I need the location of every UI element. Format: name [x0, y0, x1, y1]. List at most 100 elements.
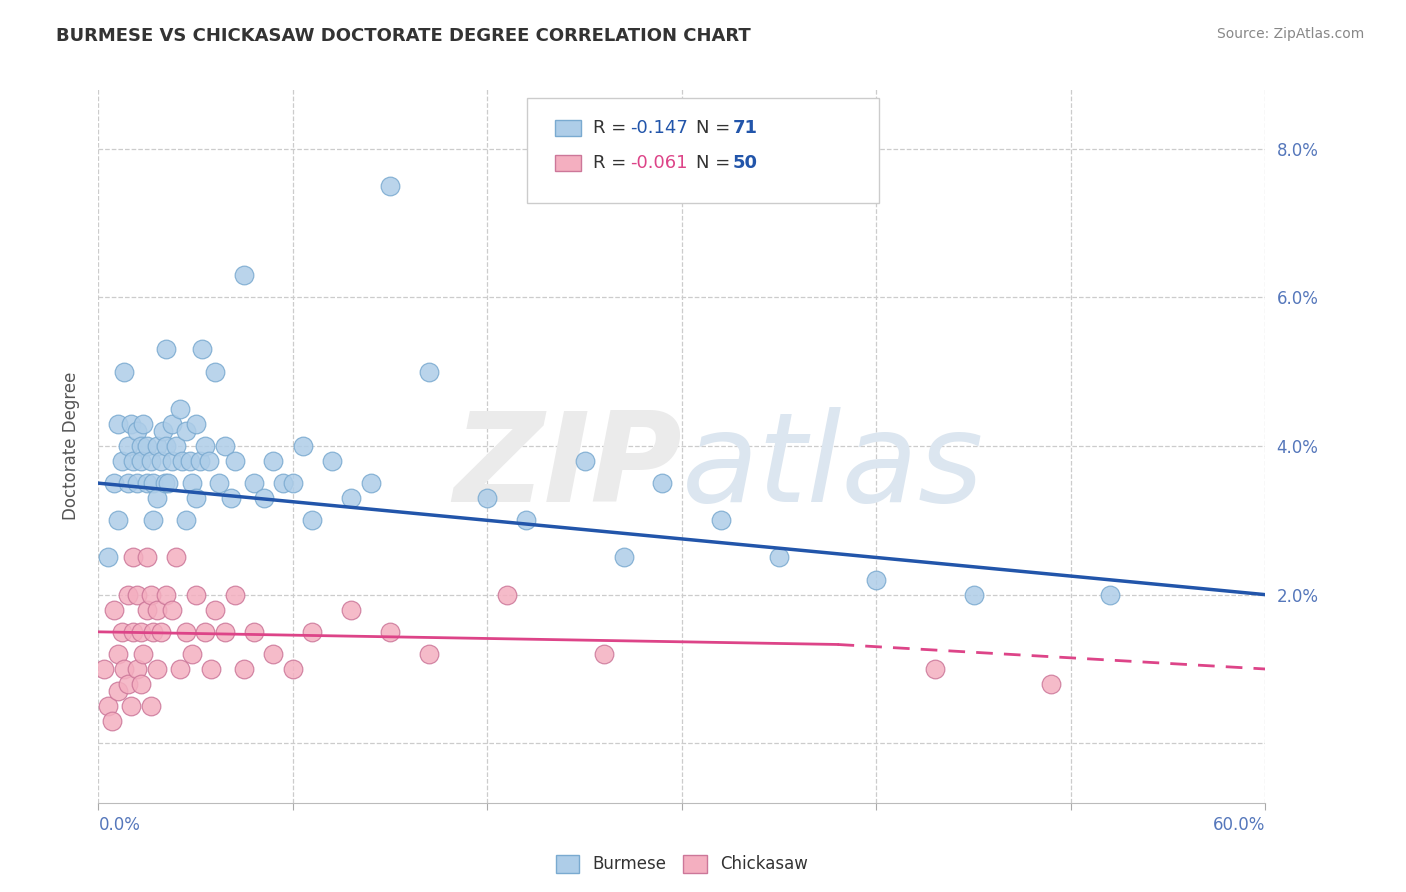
Point [204, 602, 226, 616]
Point [174, 624, 197, 639]
Point [184, 588, 207, 602]
Point [710, 513, 733, 527]
Point [204, 365, 226, 379]
Point [165, 439, 187, 453]
Point [174, 424, 197, 438]
Point [103, 476, 125, 491]
Text: -0.147: -0.147 [630, 119, 688, 136]
Point [162, 602, 184, 616]
Point [162, 417, 184, 431]
Point [107, 684, 129, 698]
Point [112, 662, 135, 676]
Point [121, 417, 143, 431]
Point [146, 662, 169, 676]
Point [224, 588, 246, 602]
Point [155, 343, 177, 357]
Text: -0.061: -0.061 [630, 154, 688, 172]
Point [360, 476, 382, 491]
Text: Source: ZipAtlas.com: Source: ZipAtlas.com [1216, 27, 1364, 41]
Point [146, 491, 169, 505]
Point [208, 476, 231, 491]
Point [132, 417, 155, 431]
Point [129, 677, 152, 691]
Point [155, 588, 177, 602]
Point [117, 677, 139, 691]
Point [97, 699, 120, 714]
Point [962, 588, 984, 602]
Point [155, 439, 177, 453]
Point [574, 454, 596, 468]
Point [136, 476, 159, 491]
Point [129, 454, 152, 468]
Point [418, 365, 440, 379]
Text: R =: R = [593, 119, 633, 136]
Point [127, 424, 149, 438]
Point [149, 454, 172, 468]
Point [142, 476, 165, 491]
Point [111, 624, 134, 639]
Point [139, 454, 162, 468]
Point [378, 624, 402, 639]
Text: R =: R = [593, 154, 633, 172]
Point [107, 513, 129, 527]
Point [169, 401, 191, 416]
Text: N =: N = [696, 119, 735, 136]
Point [262, 647, 284, 661]
Text: ZIP: ZIP [453, 407, 682, 528]
Text: 71: 71 [733, 119, 758, 136]
Point [768, 550, 790, 565]
Point [214, 624, 236, 639]
Point [129, 624, 152, 639]
Point [169, 662, 191, 676]
Text: 50: 50 [733, 154, 758, 172]
Point [152, 424, 174, 438]
Point [291, 439, 314, 453]
Point [271, 476, 294, 491]
Point [190, 343, 212, 357]
Point [194, 624, 217, 639]
Point [418, 647, 440, 661]
Point [127, 662, 149, 676]
Point [924, 662, 946, 676]
Point [495, 588, 517, 602]
Point [101, 714, 124, 728]
Point [593, 647, 616, 661]
Point [214, 439, 236, 453]
Point [243, 476, 266, 491]
Point [162, 454, 184, 468]
Point [253, 491, 276, 505]
Point [865, 573, 887, 587]
Point [129, 439, 152, 453]
Point [224, 454, 246, 468]
Point [97, 550, 120, 565]
Point [122, 550, 145, 565]
Point [107, 417, 129, 431]
Point [198, 454, 221, 468]
Point [136, 550, 159, 565]
Point [613, 550, 636, 565]
Point [200, 662, 222, 676]
Point [651, 476, 673, 491]
Point [174, 513, 197, 527]
Point [127, 588, 149, 602]
Point [194, 439, 217, 453]
Point [170, 454, 193, 468]
Point [139, 699, 162, 714]
Point [146, 439, 169, 453]
Legend: Burmese, Chickasaw: Burmese, Chickasaw [550, 848, 814, 880]
Text: 0.0%: 0.0% [98, 816, 141, 834]
Point [146, 602, 169, 616]
Point [142, 624, 165, 639]
Point [103, 602, 125, 616]
Point [301, 513, 323, 527]
Y-axis label: Doctorate Degree: Doctorate Degree [62, 372, 80, 520]
Point [153, 476, 176, 491]
Point [188, 454, 211, 468]
Point [157, 476, 180, 491]
Point [515, 513, 537, 527]
Point [219, 491, 242, 505]
Point [93, 662, 115, 676]
Point [165, 550, 187, 565]
Point [112, 365, 135, 379]
Point [281, 476, 304, 491]
